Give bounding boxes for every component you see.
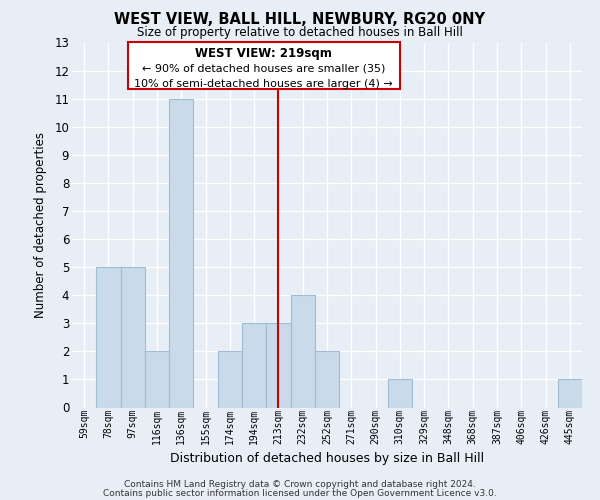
Text: Size of property relative to detached houses in Ball Hill: Size of property relative to detached ho… <box>137 26 463 39</box>
Text: WEST VIEW, BALL HILL, NEWBURY, RG20 0NY: WEST VIEW, BALL HILL, NEWBURY, RG20 0NY <box>115 12 485 28</box>
Bar <box>388 380 412 407</box>
Bar <box>145 352 169 408</box>
Bar <box>169 98 193 407</box>
Bar <box>218 352 242 408</box>
Bar <box>290 295 315 408</box>
Text: ← 90% of detached houses are smaller (35): ← 90% of detached houses are smaller (35… <box>142 64 386 74</box>
Bar <box>96 267 121 408</box>
Text: WEST VIEW: 219sqm: WEST VIEW: 219sqm <box>196 46 332 60</box>
Text: 10% of semi-detached houses are larger (4) →: 10% of semi-detached houses are larger (… <box>134 79 393 89</box>
Text: Contains public sector information licensed under the Open Government Licence v3: Contains public sector information licen… <box>103 490 497 498</box>
Bar <box>266 324 290 407</box>
Bar <box>242 324 266 407</box>
X-axis label: Distribution of detached houses by size in Ball Hill: Distribution of detached houses by size … <box>170 452 484 466</box>
Y-axis label: Number of detached properties: Number of detached properties <box>34 132 47 318</box>
Bar <box>121 267 145 408</box>
FancyBboxPatch shape <box>128 42 400 89</box>
Bar <box>558 380 582 407</box>
Text: Contains HM Land Registry data © Crown copyright and database right 2024.: Contains HM Land Registry data © Crown c… <box>124 480 476 489</box>
Bar <box>315 352 339 408</box>
